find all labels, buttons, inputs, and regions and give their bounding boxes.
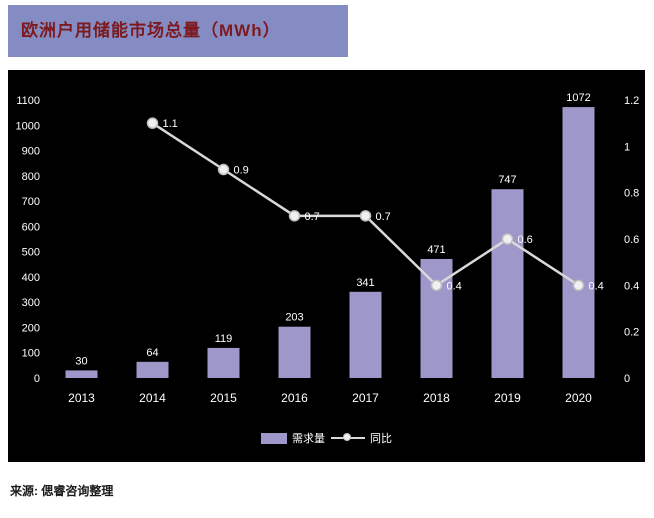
bar-value-label: 747 [498,174,516,186]
left-axis-tick: 400 [22,272,40,284]
line-value-label: 0.4 [589,280,604,292]
right-axis-tick: 1.2 [624,95,639,107]
x-axis-label: 2016 [281,391,308,405]
left-axis-tick: 100 [22,348,40,360]
demand-bar [349,291,382,378]
left-axis-tick: 700 [22,196,40,208]
legend-item-demand: 需求量 [261,430,325,446]
right-axis-tick: 0 [624,373,630,385]
x-axis-label: 2017 [352,391,379,405]
yoy-marker [572,279,585,292]
left-axis-tick: 0 [34,373,40,385]
demand-bar [207,347,240,378]
bar-value-label: 203 [285,312,303,324]
right-axis-tick: 0.2 [624,327,639,339]
yoy-marker [359,210,372,222]
bar-swatch [261,432,287,444]
left-axis-tick: 800 [22,171,40,183]
yoy-marker [217,163,230,176]
left-axis-tick: 200 [22,322,40,334]
left-axis-tick: 500 [22,247,40,259]
x-axis-label: 2020 [565,391,592,405]
x-axis-label: 2015 [210,391,237,405]
demand-bar [136,361,169,378]
x-axis-label: 2018 [423,391,450,405]
x-axis-label: 2014 [139,391,166,405]
line-swatch-marker [343,433,351,441]
bar-value-label: 341 [356,277,374,289]
line-value-label: 0.7 [376,211,391,223]
line-value-label: 0.9 [234,165,249,177]
legend-item-yoy: 同比 [331,430,392,446]
demand-bar [491,189,524,378]
title-banner: 欧洲户用储能市场总量（MWh） [8,5,348,57]
left-axis-tick: 1100 [16,95,40,107]
line-value-label: 1.1 [163,118,178,130]
left-axis-tick: 600 [22,221,40,233]
yoy-marker [430,279,443,292]
right-axis-tick: 0.8 [624,188,639,200]
combo-chart: 0 100 200 300 400 500 600 700 800 900 1000 1100 0 0.2… [16,92,640,405]
bar-value-label: 119 [215,333,233,345]
x-axis-label: 2013 [68,391,95,405]
left-axis-tick: 300 [22,297,40,309]
source-note: 来源: 偲睿咨询整理 [10,484,114,498]
left-axis-tick: 1000 [16,120,40,132]
line-value-label: 0.6 [518,234,533,246]
bar-value-label: 1072 [566,92,590,104]
line-value-label: 0.4 [447,280,462,292]
line-value-label: 0.7 [305,211,320,223]
bar-value-label: 64 [146,347,158,359]
yoy-marker [288,210,301,222]
line-swatch [331,433,365,443]
left-axis-tick: 900 [22,146,40,158]
x-axis-label: 2019 [494,391,521,405]
right-axis-tick: 0.4 [624,280,639,292]
right-axis-tick: 1 [624,141,630,153]
demand-bar [562,107,595,379]
yoy-marker [501,233,514,245]
legend-label-demand: 需求量 [292,433,325,445]
legend-label-yoy: 同比 [370,433,392,445]
bar-value-label: 471 [427,244,445,256]
legend: 需求量 同比 [8,430,645,446]
chart-title: 欧洲户用储能市场总量（MWh） [21,21,281,40]
demand-bar [278,326,311,378]
bar-value-label: 30 [75,355,87,367]
demand-bar [65,370,98,378]
yoy-marker [146,117,159,129]
right-axis-tick: 0.6 [624,234,639,246]
chart-area: 0 100 200 300 400 500 600 700 800 900 1000 1100 0 0.2… [8,70,645,462]
